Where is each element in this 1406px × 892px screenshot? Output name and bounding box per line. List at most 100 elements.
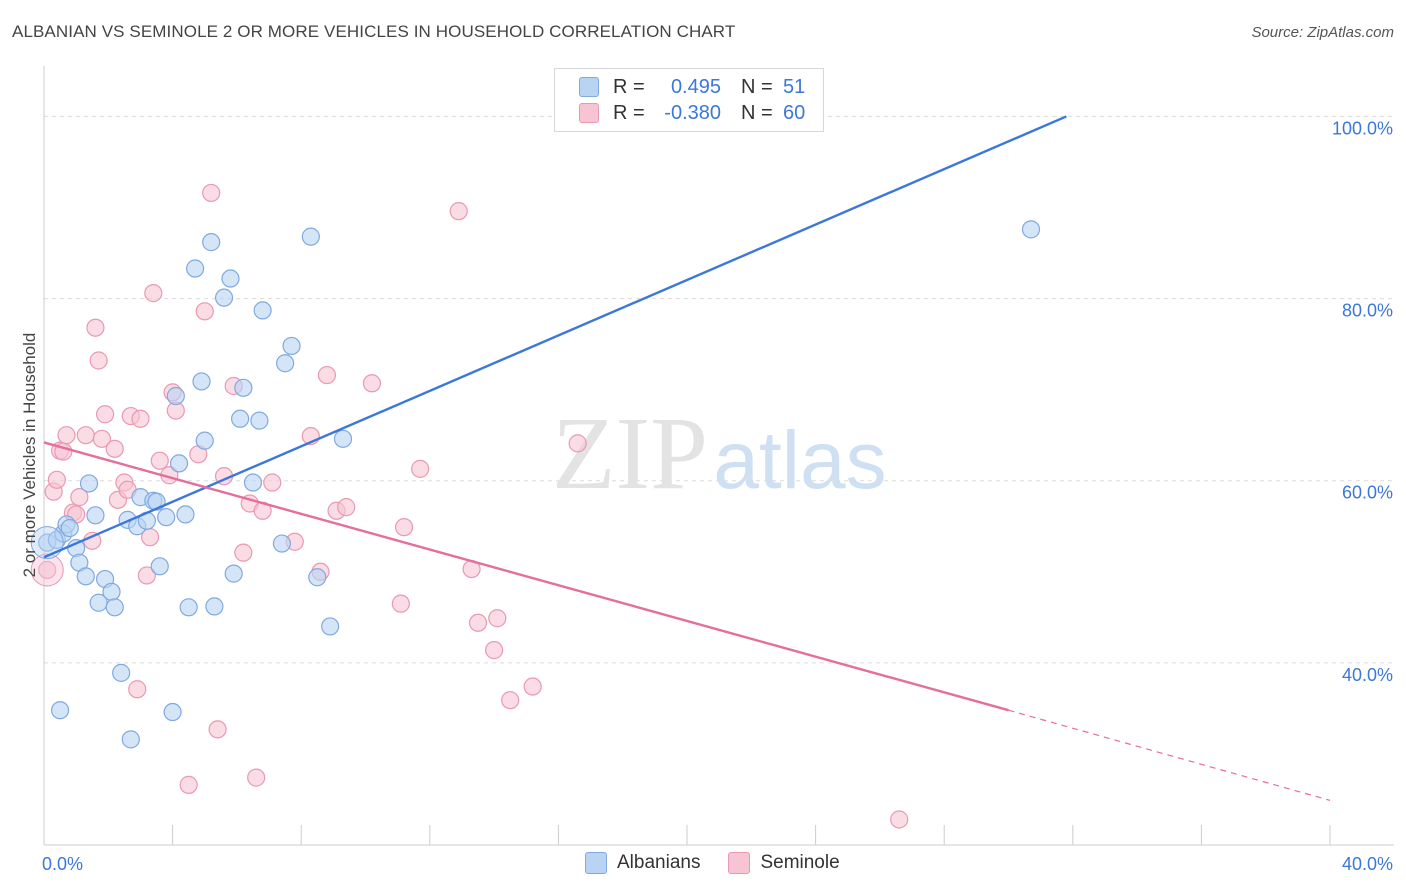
albanian-point [250,411,269,430]
albanian-point [202,233,221,252]
albanian-trend-line [43,115,1067,559]
seminole-point [76,426,95,445]
seminole-point [337,498,356,517]
albanian-point [205,597,224,616]
legend-item-seminole[interactable]: Seminole [728,852,840,874]
seminole-point [128,680,147,699]
x-tick-label: 0.0% [42,854,83,874]
r-value: -0.380 [664,101,721,124]
albanian-point [1021,220,1041,239]
seminole-point [391,594,410,613]
seminole-point [247,768,266,787]
albanian-point [157,508,176,527]
seminole-point [86,318,105,337]
seminole-point [89,351,108,370]
seminole-point [523,677,542,696]
albanian-point [105,598,124,617]
r-label: R = [613,101,645,124]
watermark: ZIP atlas [552,396,887,511]
albanian-point [333,429,353,448]
albanian-point [50,701,70,720]
albanians-swatch [585,852,607,874]
seminole-point [208,720,227,739]
seminole-point [150,451,169,470]
seminole-point [105,439,124,458]
albanian-point [282,336,301,356]
seminole-point [92,429,111,448]
seminole-point [568,434,587,453]
albanian-point [243,473,263,492]
albanian-point [301,227,320,246]
albanian-point [221,269,240,288]
albanian-point [79,474,99,493]
albanian-point [163,702,182,722]
albanian-point [234,378,253,397]
albanian-point [231,409,250,428]
n-value: 51 [783,75,806,98]
correlation-legend: R = 0.495 N = 51 R = -0.380 N = 60 [554,68,824,132]
seminole-point [70,488,89,507]
y-axis-label: 2 or more Vehicles in Household [20,332,39,578]
watermark-zip: ZIP [552,396,708,511]
albanian-point-large [30,526,64,560]
legend-row-albanians: R = 0.495 N = 51 [579,75,805,99]
axes [43,66,1394,846]
y-tick-label: 40.0% [1342,665,1393,685]
albanian-point [308,568,327,587]
seminole-point [195,302,214,321]
watermark-atlas: atlas [713,415,886,506]
albanian-point [276,354,295,373]
albanian-point [102,582,121,601]
y-tick-label: 100.0% [1332,118,1393,138]
seminole-point [38,560,57,580]
tick-labels: 40.0% 60.0% 80.0% 100.0% 0.0% 40.0% [42,118,1393,874]
albanian-points [30,220,1041,749]
seminole-swatch [579,103,599,123]
legend-item-albanians[interactable]: Albanians [585,852,700,874]
trend-lines [43,115,1331,801]
albanian-point [272,534,292,553]
albanian-point [176,505,195,524]
r-value: 0.495 [670,75,721,98]
albanian-point [214,288,234,307]
albanian-point [179,598,198,617]
y-tick-label: 60.0% [1342,483,1393,503]
seminole-point [485,641,504,660]
albanian-point [321,617,340,636]
albanian-point [195,431,214,450]
albanian-point [150,557,169,576]
seminole-point [95,405,115,424]
source-note: Source: ZipAtlas.com [1251,24,1394,41]
seminole-point [411,459,430,478]
seminole-point [179,775,198,794]
seminole-point [47,470,66,489]
albanian-point [121,730,140,749]
albanian-point [224,564,243,583]
seminole-trend-extension [1008,709,1331,801]
seminole-point [137,566,156,585]
seminole-swatch [728,852,751,874]
seminole-point [131,409,150,428]
albanian-point [112,663,131,682]
chart-title: ALBANIAN VS SEMINOLE 2 OR MORE VEHICLES … [12,22,736,41]
albanian-point [60,518,79,538]
legend-row-seminole: R = -0.380 N = 60 [579,101,805,125]
seminole-point [394,518,414,537]
albanian-point [166,386,185,406]
albanian-point [76,567,95,586]
seminole-point [468,613,488,632]
n-label: N = [741,101,773,124]
n-value: 60 [783,101,806,124]
n-label: N = [741,75,773,98]
albanian-point [192,372,211,391]
albanian-point [86,506,105,525]
albanian-point [186,259,205,278]
seminole-point [449,202,468,221]
seminole-trend-line [43,441,1009,712]
seminole-point [234,543,253,562]
seminole-point [317,365,337,385]
albanians-swatch [579,77,599,97]
seminole-point [488,609,507,628]
legend-label: Seminole [760,852,840,873]
